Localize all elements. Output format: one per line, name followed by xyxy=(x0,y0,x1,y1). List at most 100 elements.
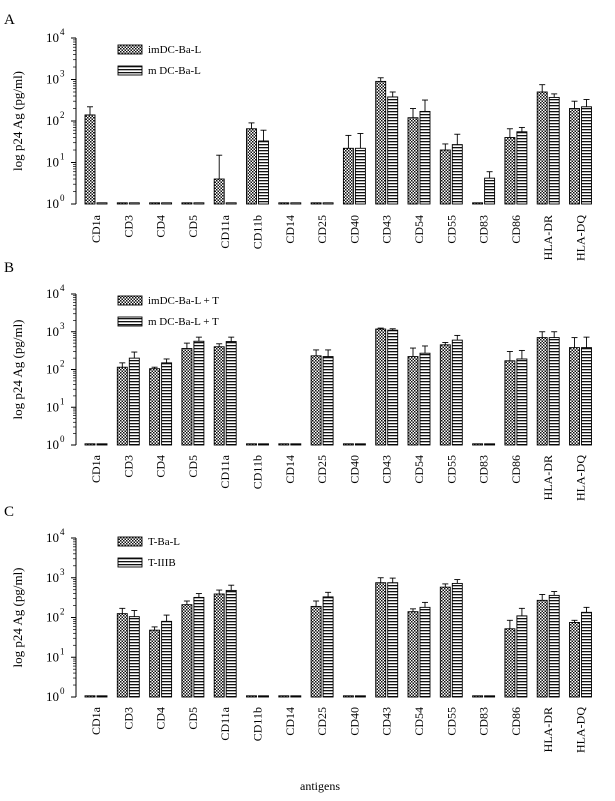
y-tick-exponent: 1 xyxy=(60,646,65,656)
bar-series2-cd25 xyxy=(322,596,334,698)
category-label: CD1a xyxy=(89,454,103,483)
bar-series1-hla-dq xyxy=(569,108,580,205)
bar-series1-cd11a xyxy=(213,178,225,205)
category-label: CD83 xyxy=(477,707,491,736)
y-tick-label: 10 xyxy=(46,30,59,45)
bar-series2-cd11b xyxy=(258,695,269,698)
y-tick-label: 10 xyxy=(46,196,59,211)
category-label: CD11a xyxy=(218,214,232,248)
y-tick-exponent: 1 xyxy=(60,396,65,406)
bar-series1-cd86 xyxy=(504,360,516,446)
category-label: CD43 xyxy=(380,707,394,736)
bar-series1-cd86 xyxy=(504,137,516,205)
bar-series2-cd3 xyxy=(128,357,140,446)
category-label: CD11b xyxy=(251,215,265,249)
bar-series2-hla-dq xyxy=(581,347,592,446)
category-label: CD25 xyxy=(315,707,329,736)
category-label: CD4 xyxy=(154,215,168,238)
category-label: CD4 xyxy=(154,707,168,730)
bar-series1-cd4 xyxy=(149,202,161,205)
y-tick-exponent: 4 xyxy=(60,527,65,537)
bar-series2-cd5 xyxy=(193,202,205,205)
y-tick-exponent: 2 xyxy=(60,110,65,120)
bar-series2-cd54 xyxy=(419,606,431,698)
legend-label: imDC-Ba-L + T xyxy=(148,295,219,307)
bar-series1-cd43 xyxy=(375,80,387,205)
category-label: CD5 xyxy=(186,707,200,730)
category-label: CD14 xyxy=(283,215,297,244)
category-label: HLA-DR xyxy=(541,707,555,752)
bar-series1-cd1a xyxy=(84,443,96,446)
bar-series2-cd55 xyxy=(451,582,463,698)
bar-series2-cd40 xyxy=(354,695,366,698)
y-axis-label: log p24 Ag (pg/ml) xyxy=(10,567,25,667)
bar-series2-cd54 xyxy=(419,110,431,205)
bar-series1-cd5 xyxy=(181,604,193,698)
legend-label: T-IIIB xyxy=(148,557,176,569)
bar-series2-cd1a xyxy=(96,695,108,698)
y-tick-label: 10 xyxy=(46,437,59,452)
category-label: CD14 xyxy=(283,707,297,736)
category-label: CD11b xyxy=(251,707,265,741)
category-label: CD4 xyxy=(154,455,168,478)
category-label: CD25 xyxy=(315,455,329,484)
bar-series2-cd40 xyxy=(354,147,366,205)
legend-label: T-Ba-L xyxy=(148,536,180,548)
y-tick-exponent: 2 xyxy=(60,607,65,617)
category-label: CD11b xyxy=(251,455,265,489)
bar-series1-cd4 xyxy=(149,629,161,698)
y-tick-exponent: 4 xyxy=(60,283,65,293)
category-label: CD40 xyxy=(347,455,361,484)
bar-series2-cd86 xyxy=(516,615,528,698)
bar-series1-cd55 xyxy=(439,586,451,698)
bar-series1-cd83 xyxy=(472,202,484,205)
y-tick-label: 10 xyxy=(46,570,59,585)
bar-series2-cd55 xyxy=(451,339,463,446)
bar-series2-cd1a xyxy=(96,443,108,446)
y-tick-exponent: 0 xyxy=(60,434,65,444)
bar-series2-cd86 xyxy=(516,358,528,446)
bar-series1-cd54 xyxy=(407,611,419,698)
legend-swatch xyxy=(117,295,143,306)
bar-series2-cd4 xyxy=(161,362,173,446)
y-tick-label: 10 xyxy=(46,362,59,377)
bar-series1-cd1a xyxy=(84,114,96,205)
bar-series1-cd55 xyxy=(439,344,451,446)
legend-label: m DC-Ba-L + T xyxy=(148,316,219,328)
category-label: CD11a xyxy=(218,454,232,488)
category-label: CD55 xyxy=(444,455,458,484)
category-label: HLA-DR xyxy=(541,215,555,260)
bar-series1-cd43 xyxy=(375,328,387,446)
bar-series2-cd43 xyxy=(387,582,399,698)
y-tick-label: 10 xyxy=(46,399,59,414)
bar-series2-cd5 xyxy=(193,340,205,446)
y-tick-exponent: 3 xyxy=(60,69,65,79)
bar-series1-hla-dq xyxy=(569,622,580,698)
category-label: CD40 xyxy=(347,707,361,736)
bar-series2-cd1a xyxy=(96,202,108,205)
y-tick-exponent: 0 xyxy=(60,193,65,203)
y-axis-label: log p24 Ag (pg/ml) xyxy=(10,319,25,419)
bar-series1-cd54 xyxy=(407,356,419,446)
y-tick-label: 10 xyxy=(46,610,59,625)
bar-series2-cd11a xyxy=(225,202,237,205)
panel-label: B xyxy=(4,260,14,276)
bar-series1-cd5 xyxy=(181,202,193,205)
bar-series1-cd40 xyxy=(342,147,354,205)
bar-series1-cd43 xyxy=(375,582,387,698)
bar-series2-cd3 xyxy=(128,202,140,205)
y-tick-label: 10 xyxy=(46,689,59,704)
bar-series2-cd4 xyxy=(161,202,173,205)
bar-series2-cd14 xyxy=(290,695,302,698)
bar-series1-cd54 xyxy=(407,117,419,205)
y-tick-exponent: 3 xyxy=(60,567,65,577)
bar-series2-cd43 xyxy=(387,96,399,205)
bar-series2-hla-dr xyxy=(548,337,560,446)
bar-series1-cd11a xyxy=(213,593,225,698)
legend-swatch xyxy=(117,536,143,547)
bar-series2-cd14 xyxy=(290,202,302,205)
bar-series2-cd4 xyxy=(161,620,173,698)
bar-series2-hla-dr xyxy=(548,594,560,698)
